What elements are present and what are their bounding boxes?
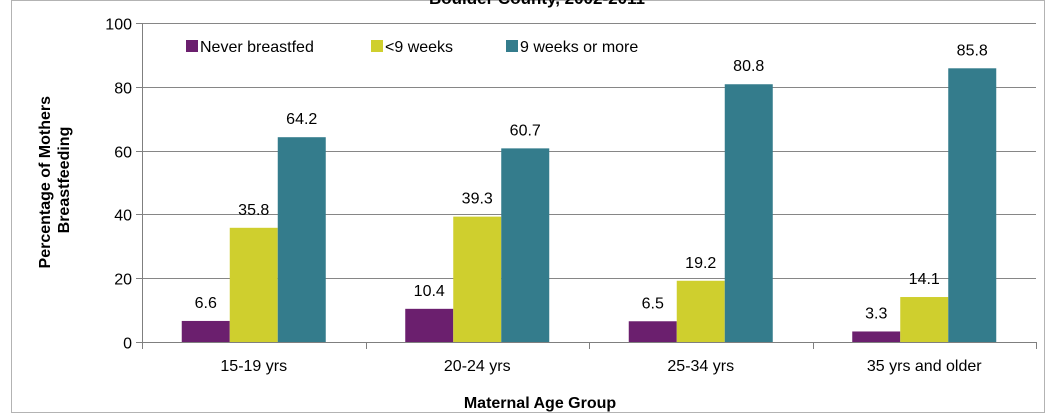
data-label: 6.6 (195, 295, 217, 312)
x-tick-label: 25-34 yrs (667, 358, 734, 375)
data-label: 80.8 (733, 58, 764, 75)
y-tick-label: 0 (123, 336, 132, 353)
bar (229, 227, 278, 342)
bar (852, 331, 901, 342)
bar (948, 68, 997, 342)
bar (628, 321, 677, 342)
x-tick-label: 20-24 yrs (444, 358, 511, 375)
y-tick-label: 60 (114, 145, 132, 162)
y-axis-title-line-2: Breastfeeding (56, 127, 73, 234)
chart-frame (11, 0, 1045, 413)
bar (501, 148, 550, 342)
bar (900, 297, 949, 342)
legend-swatch (371, 40, 383, 52)
y-tick-label: 80 (114, 81, 132, 98)
bar (724, 84, 773, 343)
bar (405, 308, 454, 342)
data-labels: 6.6 35.8 64.2 10.4 39.3 60.7 6.5 19.2 80.8 3.3 14.… (195, 42, 988, 322)
x-tick-label: 35 yrs and older (867, 358, 982, 375)
data-label: 6.5 (642, 295, 664, 312)
x-tick-label: 15-19 yrs (220, 358, 287, 375)
y-tick-label: 100 (105, 17, 132, 34)
bar (453, 216, 502, 342)
y-tick-label: 20 (114, 272, 132, 289)
y-axis-title: Percentage of Mothers Breastfeeding (37, 92, 73, 269)
bar (181, 320, 230, 342)
legend-label: 9 weeks or more (520, 39, 638, 56)
legend-label: Never breastfed (200, 39, 314, 56)
data-label: 14.1 (909, 271, 940, 288)
x-axis-title: Maternal Age Group (464, 395, 617, 412)
legend: Never breastfed <9 weeks 9 weeks or more (186, 39, 638, 56)
legend-swatch (186, 40, 198, 52)
y-axis-title-line-1: Percentage of Mothers (37, 96, 54, 269)
data-label: 3.3 (865, 305, 887, 322)
bars (181, 68, 997, 343)
data-label: 64.2 (286, 111, 317, 128)
legend-swatch (506, 40, 518, 52)
y-tick-label: 40 (114, 208, 132, 225)
data-label: 35.8 (238, 202, 269, 219)
legend-label: <9 weeks (385, 39, 453, 56)
data-label: 10.4 (414, 283, 445, 300)
data-label: 39.3 (462, 191, 493, 208)
chart-title: Boulder County, 2002-2011 (429, 0, 645, 8)
data-label: 60.7 (510, 122, 541, 139)
bar (676, 280, 725, 342)
bar (277, 137, 326, 342)
data-label: 19.2 (685, 255, 716, 272)
axes: 0 20 40 60 80 100 15-19 yrs 20-24 yrs 25-34 yrs 3… (105, 17, 1037, 375)
data-label: 85.8 (957, 42, 988, 59)
